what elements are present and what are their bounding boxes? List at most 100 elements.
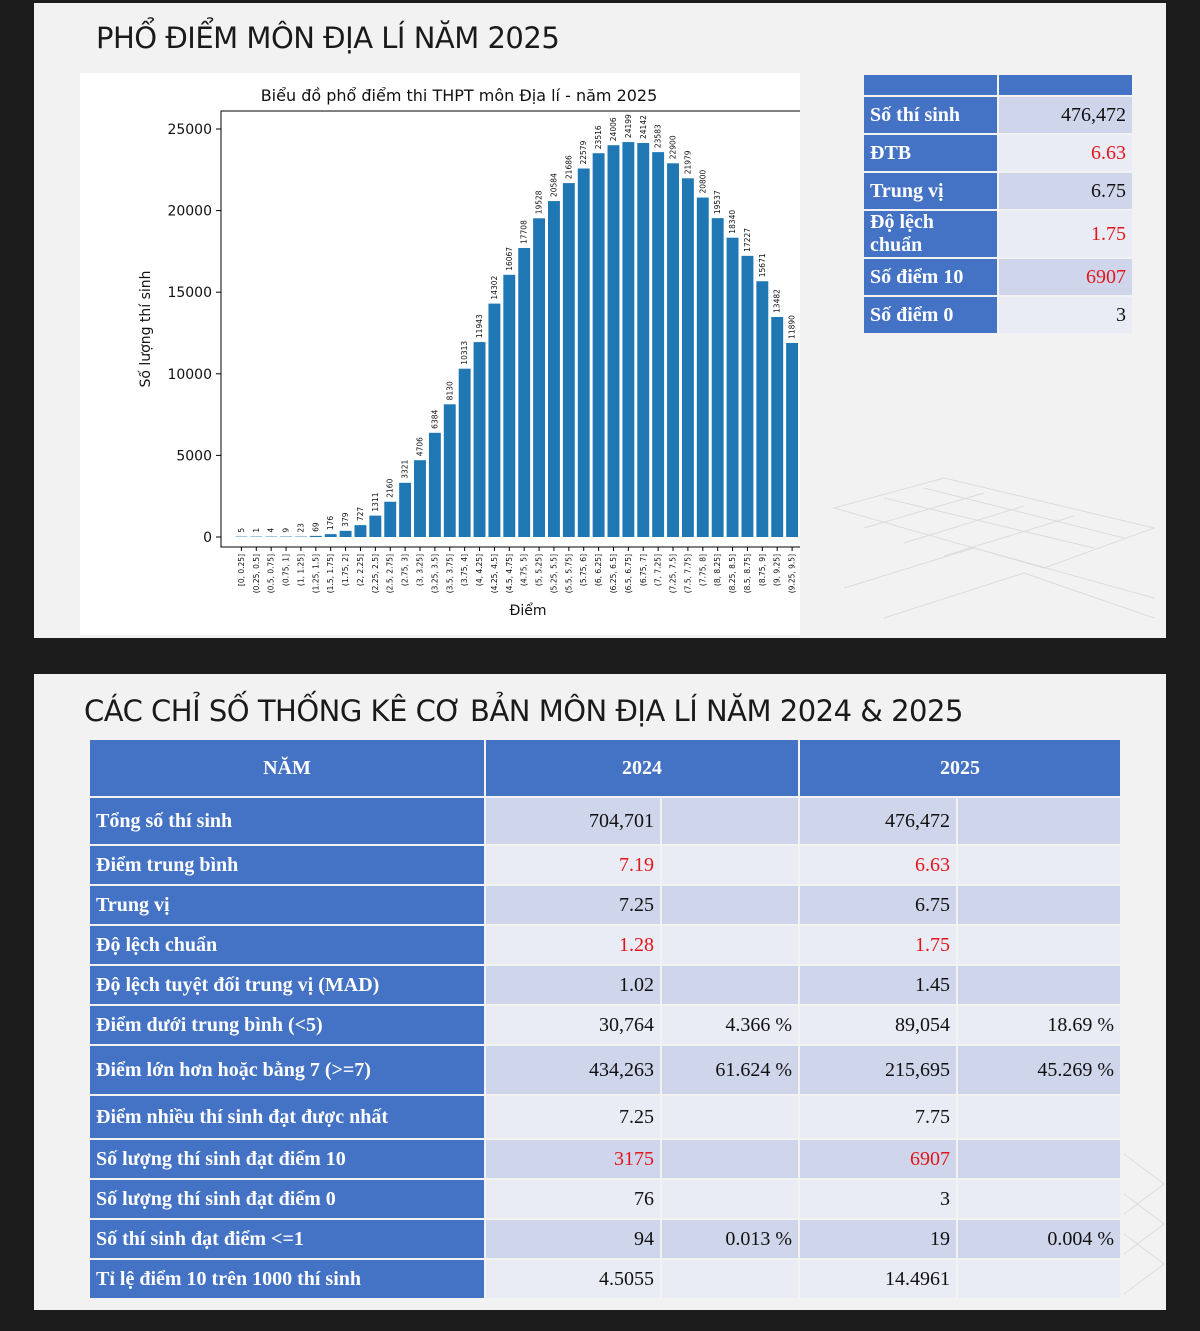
histogram-bar bbox=[473, 342, 486, 537]
percent-2025 bbox=[956, 1178, 1122, 1220]
value-2024: 3175 bbox=[484, 1138, 662, 1180]
summary-row: Số thí sinh 476,472 bbox=[862, 95, 1134, 135]
histogram-bar bbox=[771, 316, 784, 537]
summary-label: Độ lệch chuẩn bbox=[862, 209, 999, 259]
statistics-table: NĂM 2024 2025 Tổng số thí sinh 704,701 476… bbox=[88, 738, 1122, 1300]
statistics-slide: CÁC CHỈ SỐ THỐNG KÊ CƠ BẢN MÔN ĐỊA LÍ NĂ… bbox=[34, 674, 1166, 1310]
summary-value: 3 bbox=[997, 295, 1134, 335]
y-axis-label: Số lượng thí sinh bbox=[137, 270, 154, 387]
grid-decoration bbox=[832, 477, 1156, 619]
statistics-row: Tổng số thí sinh 704,701 476,472 bbox=[88, 796, 1122, 846]
value-2024: 7.19 bbox=[484, 844, 662, 886]
histogram-bar bbox=[458, 368, 471, 537]
percent-2025: 18.69 % bbox=[956, 1004, 1122, 1046]
statistics-row: Độ lệch tuyệt đối trung vị (MAD) 1.02 1.45 bbox=[88, 964, 1122, 1006]
histogram-bar bbox=[681, 178, 694, 537]
statistics-row: Số lượng thí sinh đạt điểm 0 76 3 bbox=[88, 1178, 1122, 1220]
histogram-bar bbox=[354, 525, 367, 537]
value-2025: 3 bbox=[798, 1178, 958, 1220]
y-tick-label: 20000 bbox=[167, 204, 212, 220]
summary-value: 476,472 bbox=[997, 95, 1134, 135]
value-2024: 7.25 bbox=[484, 884, 662, 926]
value-2025: 1.45 bbox=[798, 964, 958, 1006]
value-2024: 76 bbox=[484, 1178, 662, 1220]
statistics-row: Số thí sinh đạt điểm <=1 94 0.013 % 19 0.004… bbox=[88, 1218, 1122, 1260]
y-tick-label: 10000 bbox=[167, 367, 212, 383]
value-2024: 94 bbox=[484, 1218, 662, 1260]
histogram-bar bbox=[443, 404, 456, 537]
histogram-bar bbox=[637, 143, 650, 537]
header-year-label: NĂM bbox=[88, 738, 486, 798]
chart-svg: Biểu đồ phổ điểm thi THPT môn Địa lí - n… bbox=[137, 86, 800, 619]
percent-2025 bbox=[956, 844, 1122, 886]
summary-table: Số thí sinh 476,472 ĐTB 6.63 Trung vị 6.75 Độ … bbox=[862, 73, 1134, 335]
histogram-bar bbox=[384, 501, 397, 537]
percent-2025: 45.269 % bbox=[956, 1044, 1122, 1096]
slide-title: CÁC CHỈ SỐ THỐNG KÊ CƠ BẢN MÔN ĐỊA LÍ NĂ… bbox=[84, 694, 963, 728]
bar-value-label: 17708 bbox=[520, 220, 529, 244]
histogram-bar bbox=[756, 281, 769, 537]
bar-value-label: 5 bbox=[237, 528, 246, 533]
plot-area: 0 5000 10000 15000 20000 25000 5 [0, 0.25] 1 (0.2… bbox=[167, 114, 799, 593]
x-tick-label: (9.25, 9.5] bbox=[788, 554, 797, 593]
y-tick-label: 5000 bbox=[176, 448, 212, 464]
value-2025: 1.75 bbox=[798, 924, 958, 966]
histogram-bar bbox=[488, 303, 501, 537]
histogram-bar bbox=[547, 201, 560, 537]
bar-value-label: 24199 bbox=[624, 114, 633, 138]
x-tick-label: (6, 6.25] bbox=[594, 554, 603, 586]
percent-2024 bbox=[660, 1178, 800, 1220]
x-tick-label: (1, 1.25] bbox=[296, 554, 305, 586]
value-2024: 1.02 bbox=[484, 964, 662, 1006]
value-2025: 6907 bbox=[798, 1138, 958, 1180]
percent-2025 bbox=[956, 964, 1122, 1006]
bar-value-label: 6384 bbox=[430, 409, 439, 428]
histogram-bar bbox=[324, 534, 337, 537]
x-tick-label: (2.5, 2.75] bbox=[386, 554, 395, 593]
histogram-bar bbox=[562, 183, 575, 537]
bar-value-label: 176 bbox=[326, 516, 335, 531]
x-tick-label: (1.25, 1.5] bbox=[311, 554, 320, 593]
x-tick-label: (7.75, 8] bbox=[698, 554, 707, 586]
histogram-bar bbox=[711, 218, 724, 537]
histogram-bar bbox=[696, 197, 709, 537]
histogram-bar bbox=[726, 237, 739, 537]
x-tick-label: (7.5, 7.75] bbox=[683, 554, 692, 593]
value-2025: 6.63 bbox=[798, 844, 958, 886]
summary-label: Trung vị bbox=[862, 171, 999, 211]
bar-value-label: 13482 bbox=[773, 289, 782, 313]
summary-label: Số thí sinh bbox=[862, 95, 999, 135]
percent-2024 bbox=[660, 844, 800, 886]
summary-row: Độ lệch chuẩn 1.75 bbox=[862, 209, 1134, 259]
x-tick-label: (7.25, 7.5] bbox=[669, 554, 678, 593]
histogram-bar bbox=[786, 342, 799, 537]
value-2024: 7.25 bbox=[484, 1094, 662, 1140]
statistic-label: Số thí sinh đạt điểm <=1 bbox=[88, 1218, 486, 1260]
bar-value-label: 4706 bbox=[415, 437, 424, 456]
bar-value-label: 17227 bbox=[743, 228, 752, 252]
x-tick-label: (4.5, 4.75] bbox=[505, 554, 514, 593]
x-tick-label: (2, 2.25] bbox=[356, 554, 365, 586]
bar-value-label: 10313 bbox=[460, 341, 469, 365]
slide-title: PHỔ ĐIỂM MÔN ĐỊA LÍ NĂM 2025 bbox=[96, 21, 560, 55]
x-tick-label: [0, 0.25] bbox=[237, 554, 246, 586]
bar-value-label: 11943 bbox=[475, 314, 484, 338]
summary-value: 6.63 bbox=[997, 133, 1134, 173]
bar-value-label: 24006 bbox=[609, 117, 618, 141]
bar-value-label: 14302 bbox=[490, 276, 499, 300]
percent-2024 bbox=[660, 1138, 800, 1180]
x-tick-label: (0.5, 0.75] bbox=[267, 554, 276, 593]
x-tick-label: (8.25, 8.5] bbox=[728, 554, 737, 593]
percent-2024: 4.366 % bbox=[660, 1004, 800, 1046]
statistic-label: Điểm nhiều thí sinh đạt được nhất bbox=[88, 1094, 486, 1140]
percent-2024 bbox=[660, 1258, 800, 1300]
value-2025: 6.75 bbox=[798, 884, 958, 926]
summary-label: Số điểm 10 bbox=[862, 257, 999, 297]
x-tick-label: (9, 9.25] bbox=[773, 554, 782, 586]
percent-2024 bbox=[660, 964, 800, 1006]
statistics-row: Độ lệch chuẩn 1.28 1.75 bbox=[88, 924, 1122, 966]
bar-value-label: 15671 bbox=[758, 253, 767, 277]
chart-title: Biểu đồ phổ điểm thi THPT môn Địa lí - n… bbox=[261, 86, 658, 105]
percent-2024: 61.624 % bbox=[660, 1044, 800, 1096]
